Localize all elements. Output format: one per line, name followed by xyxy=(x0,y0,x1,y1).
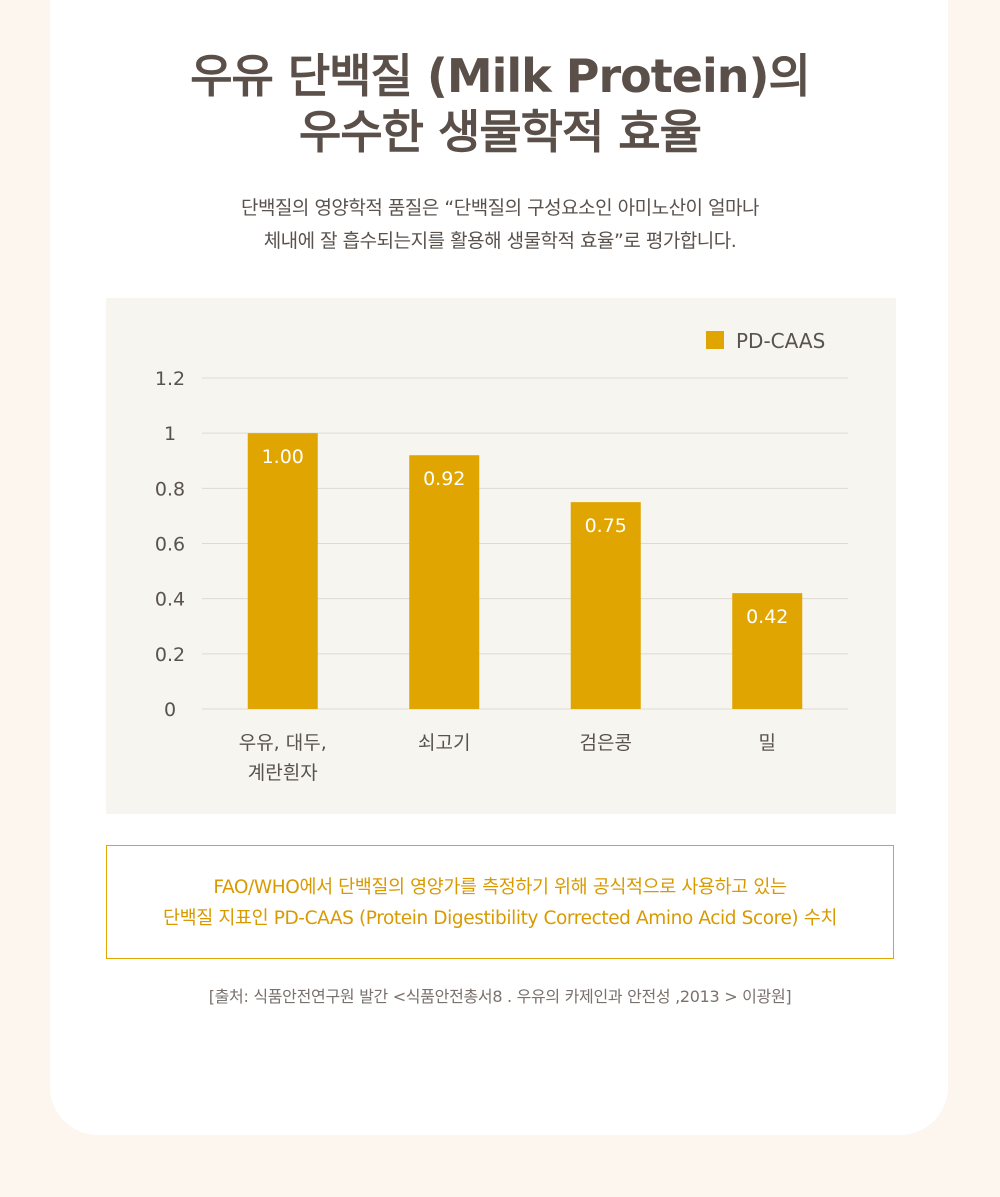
x-category-label: 밀 xyxy=(759,732,776,754)
x-category-label: 우유, 대두, xyxy=(239,732,327,754)
x-category-label: 계란흰자 xyxy=(248,762,318,784)
page-title: 우유 단백질 (Milk Protein)의 우수한 생물학적 효율 xyxy=(0,48,1000,160)
legend-label: PD-CAAS xyxy=(736,329,825,353)
bar-value-label: 1.00 xyxy=(262,446,304,468)
bar xyxy=(732,593,803,709)
title-line-2: 우수한 생물학적 효율 xyxy=(299,105,702,159)
source-citation: [출처: 식품안전연구원 발간 <식품안전총서8 . 우유의 카제인과 안전성 … xyxy=(208,987,792,1006)
bar xyxy=(409,455,480,709)
title-line-1: 우유 단백질 (Milk Protein)의 xyxy=(190,49,811,103)
y-tick-label: 0 xyxy=(164,699,176,721)
bar xyxy=(570,502,641,709)
bar-chart: 0 0.2 0.4 0.6 0.8 1 1.2 1.00 우유, 대두, 계란흰자 0.92 쇠고기 0… xyxy=(155,329,848,784)
y-tick-label: 1.2 xyxy=(155,368,185,390)
chart-area: 0 0.2 0.4 0.6 0.8 1 1.2 1.00 우유, 대두, 계란흰자 0.92 쇠고기 0… xyxy=(106,298,896,814)
x-category-label: 쇠고기 xyxy=(418,732,470,754)
y-tick-label: 0.6 xyxy=(155,534,185,556)
note-line-1: FAO/WHO에서 단백질의 영양가를 측정하기 위해 공식적으로 사용하고 있… xyxy=(213,877,787,898)
bar-value-label: 0.75 xyxy=(585,515,627,537)
legend-swatch xyxy=(706,331,724,349)
page-subtitle: 단백질의 영양학적 품질은 “단백질의 구성요소인 아미노산이 얼마나 체내에 … xyxy=(0,192,1000,258)
x-category-label: 검은콩 xyxy=(580,732,632,754)
bar-value-label: 0.42 xyxy=(746,606,788,628)
y-tick-label: 1 xyxy=(164,423,176,445)
subtitle-line-2: 체내에 잘 흡수되는지를 활용해 생물학적 효율”로 평가합니다. xyxy=(263,230,737,252)
y-tick-label: 0.4 xyxy=(155,589,185,611)
bar-value-label: 0.92 xyxy=(423,468,465,490)
y-tick-label: 0.2 xyxy=(155,644,185,666)
note-line-2: 단백질 지표인 PD-CAAS (Protein Digestibility C… xyxy=(163,908,837,929)
subtitle-line-1: 단백질의 영양학적 품질은 “단백질의 구성요소인 아미노산이 얼마나 xyxy=(240,197,760,219)
y-tick-label: 0.8 xyxy=(155,478,185,500)
note-box: FAO/WHO에서 단백질의 영양가를 측정하기 위해 공식적으로 사용하고 있… xyxy=(106,845,894,959)
bar xyxy=(247,433,318,709)
